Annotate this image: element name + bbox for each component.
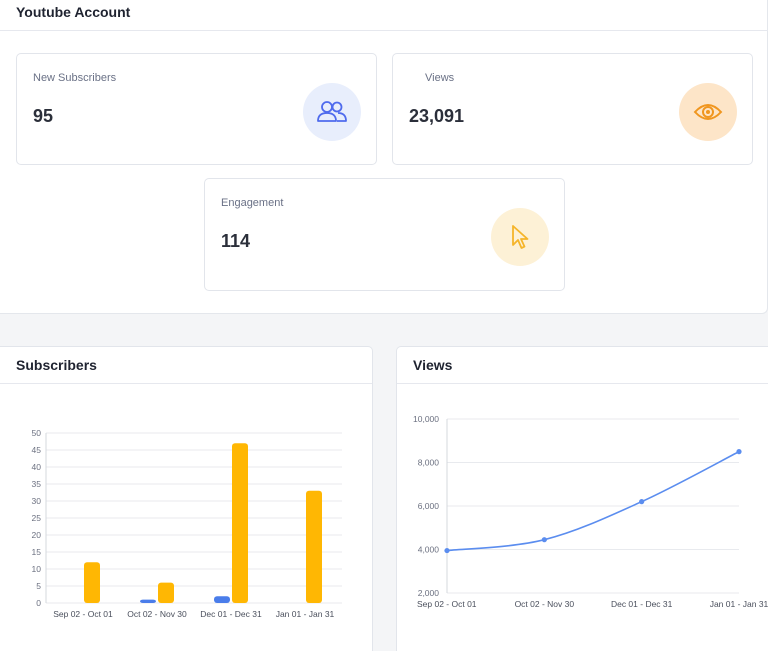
bar — [232, 443, 248, 603]
views-line-chart: 2,000 4,000 6,000 8,000 10,000 Sep 02 - Oct 0… — [413, 414, 768, 609]
y-tick-label: 2,000 — [418, 588, 440, 598]
stat-label: Views — [425, 72, 455, 84]
subscribers-bar-chart: 0 5 10 15 20 25 30 35 40 45 50 Sep 02 - Oct 01 Oct 0… — [32, 428, 342, 619]
x-tick-label: Dec 01 - Dec 31 — [200, 609, 262, 619]
views-card[interactable]: Views 23,091 — [392, 53, 753, 165]
x-tick-label: Dec 01 - Dec 31 — [611, 599, 673, 609]
subscribers-chart-card: Subscribers 0 5 10 15 20 25 30 35 40 45 50 Sep 02 -… — [0, 346, 373, 651]
y-tick-label: 0 — [36, 598, 41, 608]
y-tick-label: 40 — [32, 462, 42, 472]
y-tick-label: 35 — [32, 479, 42, 489]
x-tick-label: Jan 01 - Jan 31 — [710, 599, 768, 609]
bar — [140, 599, 156, 603]
stat-value: 114 — [221, 231, 251, 251]
bar — [158, 582, 174, 603]
stat-label: Engagement — [221, 197, 284, 209]
x-tick-label: Sep 02 - Oct 01 — [417, 599, 477, 609]
cursor-icon — [491, 208, 549, 266]
data-point — [736, 449, 742, 455]
y-tick-label: 10,000 — [413, 414, 439, 424]
stat-label: New Subscribers — [33, 72, 117, 84]
x-tick-label: Oct 02 - Nov 30 — [127, 609, 187, 619]
data-point — [639, 499, 645, 505]
y-tick-label: 15 — [32, 547, 42, 557]
data-point — [444, 547, 450, 554]
x-tick-label: Oct 02 - Nov 30 — [515, 599, 575, 609]
stat-value: 23,091 — [409, 106, 465, 126]
x-tick-label: Sep 02 - Oct 01 — [53, 609, 113, 619]
x-tick-label: Jan 01 - Jan 31 — [276, 609, 335, 619]
y-tick-label: 4,000 — [418, 545, 440, 555]
chart-title: Subscribers — [16, 357, 97, 373]
y-tick-label: 5 — [36, 581, 41, 591]
panel-title: Youtube Account — [16, 4, 131, 20]
chart-title: Views — [413, 357, 453, 373]
new-subscribers-card[interactable]: New Subscribers 95 — [16, 53, 377, 165]
chart-divider — [0, 383, 372, 384]
bar — [214, 596, 230, 603]
series-line — [446, 450, 740, 552]
y-tick-label: 20 — [32, 530, 42, 540]
y-tick-label: 8,000 — [418, 458, 440, 468]
chart-divider — [397, 383, 768, 384]
stat-value: 95 — [33, 106, 54, 126]
y-tick-label: 6,000 — [418, 501, 440, 511]
bar — [84, 562, 100, 603]
panel-divider — [0, 30, 768, 31]
engagement-card[interactable]: Engagement 114 — [204, 178, 565, 291]
eye-icon — [679, 83, 737, 141]
y-tick-label: 10 — [32, 564, 42, 574]
views-chart-card: Views 2,000 4,000 6,000 8,000 10,000 Sep 02 -… — [396, 346, 768, 651]
y-tick-label: 50 — [32, 428, 42, 438]
y-tick-label: 45 — [32, 445, 42, 455]
y-tick-label: 30 — [32, 496, 42, 506]
youtube-account-panel: Youtube Account New Subscribers 95 Views… — [0, 0, 768, 314]
y-tick-label: 25 — [32, 513, 42, 523]
data-point — [541, 537, 547, 543]
users-icon — [303, 83, 361, 141]
bar — [306, 490, 322, 603]
